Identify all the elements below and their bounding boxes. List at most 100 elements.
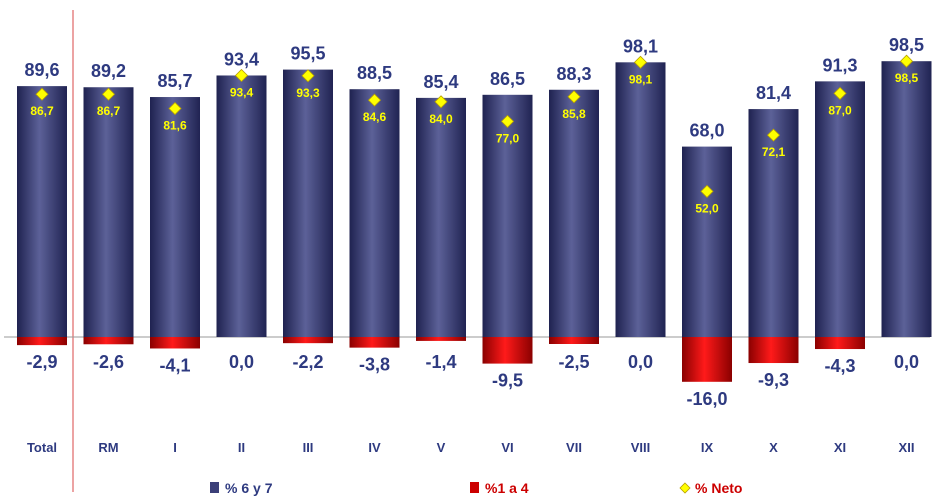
bar-1a4 [815,337,865,350]
label-neto: 98,1 [629,72,653,86]
bar-6y7 [283,69,333,337]
label-neto: 98,5 [895,71,919,85]
label-neto: 86,7 [30,104,54,118]
legend-swatch [210,482,219,493]
label-6y7: 88,3 [556,64,591,84]
marker-neto [234,68,249,83]
bar-1a4 [682,337,732,382]
marker-neto [700,184,714,198]
bar-6y7 [815,81,865,337]
category-label: RM [98,440,118,455]
label-6y7: 98,5 [889,35,924,55]
label-1a4: -4,3 [824,356,855,376]
label-6y7: 89,2 [91,61,126,81]
category-label: II [238,440,245,455]
label-1a4: 0,0 [894,352,919,372]
label-6y7: 89,6 [24,60,59,80]
bar-1a4 [283,337,333,344]
bar-6y7 [682,146,732,337]
category-label: I [173,440,177,455]
legend-swatch [679,482,691,494]
label-6y7: 86,5 [490,69,525,89]
bar-1a4 [549,337,599,344]
bar-6y7 [17,86,67,338]
category-label: III [303,440,314,455]
label-6y7: 85,7 [157,71,192,91]
bar-1a4 [150,337,200,349]
label-1a4: -16,0 [686,389,727,409]
label-neto: 86,7 [97,104,121,118]
bars-layer: 89,6 -2,9 86,7 Total 89,2 -2,6 86,7 RM 85,7 -4,1 8… [17,35,932,455]
legend: % 6 y 7 %1 a 4 % Neto [210,480,742,496]
bar-6y7 [748,109,799,337]
marker-neto [35,87,49,101]
label-neto: 84,0 [429,112,453,126]
marker-neto [434,95,448,109]
label-1a4: 0,0 [229,352,254,372]
legend-label: %1 a 4 [485,480,529,496]
label-1a4: -2,5 [558,352,589,372]
label-6y7: 91,3 [822,55,857,75]
category-label: IV [368,440,381,455]
label-6y7: 95,5 [290,44,325,64]
label-1a4: -2,6 [93,352,124,372]
label-1a4: 0,0 [628,352,653,372]
label-neto: 77,0 [496,131,520,145]
category-label: VIII [631,440,651,455]
label-neto: 84,6 [363,110,387,124]
bar-6y7 [881,61,932,337]
label-6y7: 93,4 [224,49,259,69]
bar-1a4 [482,337,533,364]
label-6y7: 88,5 [357,63,392,83]
bar-6y7 [615,62,666,337]
marker-neto [301,69,315,83]
label-neto: 93,4 [230,85,254,99]
label-neto: 72,1 [762,145,786,159]
marker-neto [567,90,581,104]
bar-1a4 [349,337,400,348]
category-label: X [769,440,778,455]
category-label: VII [566,440,582,455]
label-neto: 81,6 [163,119,187,133]
legend-label: % 6 y 7 [225,480,273,496]
bar-6y7 [482,94,533,337]
label-1a4: -2,2 [292,352,323,372]
marker-neto [833,86,847,100]
label-neto: 85,8 [562,107,586,121]
bar-6y7 [83,87,134,338]
legend-label: % Neto [695,480,742,496]
bar-6y7 [416,97,466,337]
bar-6y7 [549,89,599,337]
bar-1a4 [748,337,799,364]
marker-neto [633,55,648,69]
bar-1a4 [17,337,67,346]
label-neto: 87,0 [828,103,852,117]
label-neto: 93,3 [296,86,320,100]
label-1a4: -3,8 [359,355,390,375]
category-label: IX [701,440,714,455]
label-6y7: 68,0 [689,121,724,141]
marker-neto [766,128,781,142]
category-label: XII [899,440,915,455]
label-1a4: -1,4 [425,352,456,372]
label-1a4: -9,3 [758,370,789,390]
bar-6y7 [349,89,400,337]
label-1a4: -9,5 [492,371,523,391]
category-label: Total [27,440,57,455]
label-6y7: 98,1 [623,36,658,56]
marker-neto [168,101,182,116]
label-6y7: 85,4 [423,72,458,92]
category-label: XI [834,440,846,455]
bar-6y7 [150,97,200,337]
bar-1a4 [416,337,466,341]
label-6y7: 81,4 [756,83,791,103]
marker-neto [500,114,515,128]
bar-6y7 [216,75,267,337]
legend-swatch [470,482,479,493]
marker-neto [899,54,914,68]
category-label: VI [501,440,513,455]
marker-neto [367,93,382,107]
marker-neto [101,87,116,101]
label-neto: 52,0 [695,201,719,215]
